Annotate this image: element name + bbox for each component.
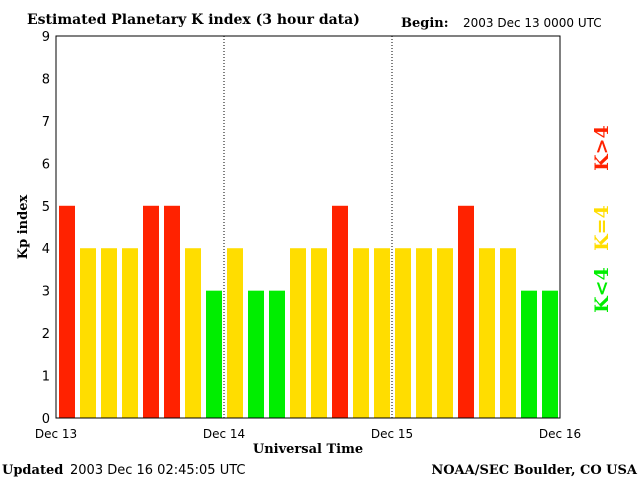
kp-bar	[395, 248, 411, 418]
source-credit: NOAA/SEC Boulder, CO USA	[431, 463, 638, 478]
updated-value: 2003 Dec 16 02:45:05 UTC	[70, 463, 245, 478]
kp-bar	[353, 248, 369, 418]
kp-bar	[437, 248, 453, 418]
kp-bar	[521, 290, 537, 418]
y-tick-label: 3	[42, 285, 50, 300]
y-tick-label: 8	[42, 72, 50, 87]
x-tick-label: Dec 14	[203, 427, 245, 441]
kp-bar	[143, 205, 159, 418]
kp-bar	[206, 290, 222, 418]
x-tick-label: Dec 13	[35, 427, 77, 441]
y-tick-label: 0	[42, 412, 50, 427]
kp-bar	[122, 248, 138, 418]
kp-bar	[479, 248, 495, 418]
chart-title: Estimated Planetary K index (3 hour data…	[27, 12, 360, 28]
begin-value: 2003 Dec 13 0000 UTC	[463, 16, 602, 30]
legend-entry: K<4	[591, 267, 613, 313]
kp-bar	[185, 248, 201, 418]
y-tick-label: 9	[42, 30, 50, 45]
y-tick-label: 6	[42, 157, 50, 172]
y-tick-label: 7	[42, 115, 50, 130]
kp-bar	[248, 290, 264, 418]
kp-bar	[80, 248, 96, 418]
kp-bar	[59, 205, 75, 418]
y-axis-label: Kp index	[16, 195, 31, 260]
x-axis-label: Universal Time	[253, 442, 363, 457]
x-tick-label: Dec 16	[539, 427, 581, 441]
kp-bar	[227, 248, 243, 418]
begin-label: Begin:	[401, 16, 449, 31]
y-tick-label: 5	[42, 200, 50, 215]
kp-bar	[332, 205, 348, 418]
kp-bar	[269, 290, 285, 418]
kp-bar	[101, 248, 117, 418]
kp-bar	[374, 248, 390, 418]
legend-entry: K=4	[591, 205, 613, 251]
plot-frame	[55, 35, 561, 419]
kp-bar	[542, 290, 558, 418]
y-tick-label: 1	[42, 370, 50, 385]
kp-bar	[458, 205, 474, 418]
kp-bar	[500, 248, 516, 418]
x-tick-label: Dec 15	[371, 427, 413, 441]
updated-label: Updated	[2, 463, 63, 478]
kp-bar	[416, 248, 432, 418]
kp-bar	[311, 248, 327, 418]
legend-entry: K>4	[591, 125, 613, 171]
kp-bar	[290, 248, 306, 418]
kp-bar	[164, 205, 180, 418]
y-tick-label: 4	[42, 242, 50, 257]
y-tick-label: 2	[42, 327, 50, 342]
